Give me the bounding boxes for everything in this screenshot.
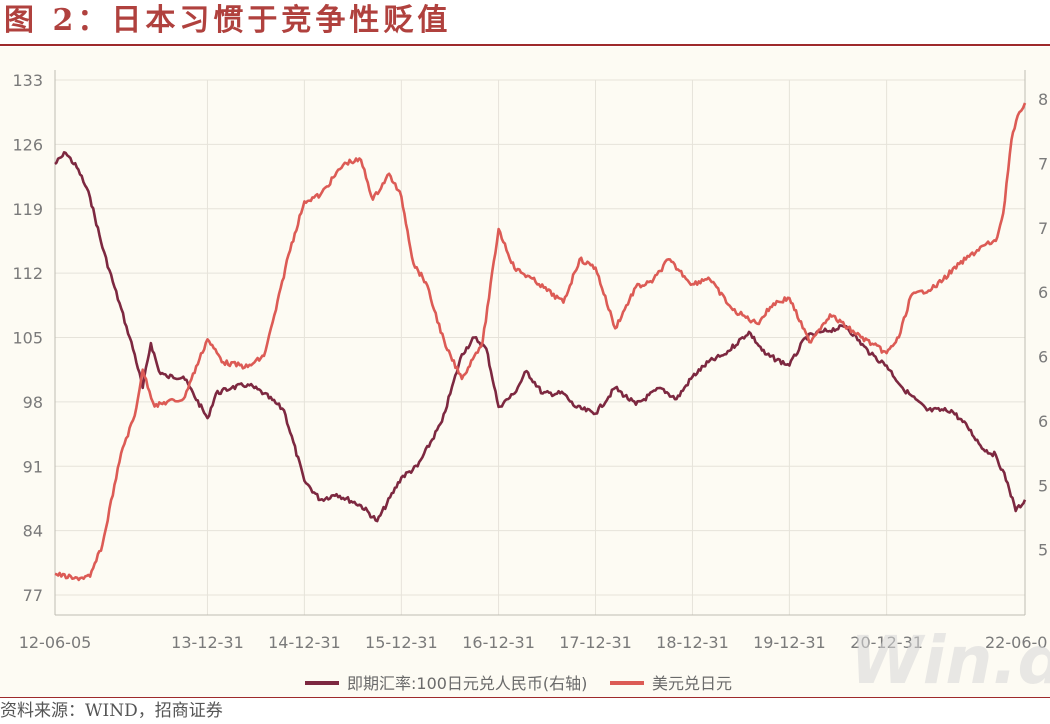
y-right-tick-label: 7 <box>1038 219 1048 238</box>
y-left-tick-label: 77 <box>23 586 43 605</box>
legend: 即期汇率:100日元兑人民币(右轴) 美元兑日元 <box>305 674 732 693</box>
y-right-tick-label: 6 <box>1038 283 1048 302</box>
y-right-tick-label: 7 <box>1038 154 1048 173</box>
y-right-tick-label: 5 <box>1038 476 1048 495</box>
x-tick-label: 20-12-31 <box>850 633 923 652</box>
y-left-tick-label: 133 <box>12 71 43 90</box>
series-line-jpy-cny <box>54 151 1027 523</box>
y-left-tick-label: 119 <box>12 200 43 219</box>
x-tick-label: 22-06-0 <box>985 633 1047 652</box>
y-right-tick-label: 6 <box>1038 348 1048 367</box>
series-lines <box>54 102 1027 582</box>
y-right-tick-label: 6 <box>1038 412 1048 431</box>
y-left-tick-label: 84 <box>23 522 43 541</box>
x-tick-label: 15-12-31 <box>365 633 438 652</box>
title-rule <box>0 44 1050 46</box>
x-tick-label: 14-12-31 <box>268 633 341 652</box>
x-tick-label: 17-12-31 <box>559 633 632 652</box>
watermark: Win.d <box>850 622 1050 699</box>
x-tick-label: 12-06-05 <box>19 633 92 652</box>
legend-label: 即期汇率:100日元兑人民币(右轴) <box>347 674 587 693</box>
y-right-tick-label: 8 <box>1038 90 1048 109</box>
legend-label: 美元兑日元 <box>652 674 732 693</box>
x-tick-label: 13-12-31 <box>171 633 244 652</box>
y-left-tick-label: 98 <box>23 393 43 412</box>
y-left-tick-label: 126 <box>12 135 43 154</box>
source-rule <box>0 697 1050 698</box>
source-note: 资料来源：WIND，招商证券 <box>0 701 223 721</box>
y-left-tick-label: 91 <box>23 457 43 476</box>
x-tick-label: 16-12-31 <box>462 633 535 652</box>
y-left-tick-label: 112 <box>12 264 43 283</box>
figure-title: 图 2：日本习惯于竞争性贬值 <box>4 3 452 38</box>
x-tick-label: 18-12-31 <box>656 633 729 652</box>
y-left-tick-label: 105 <box>12 329 43 348</box>
x-tick-label: 19-12-31 <box>753 633 826 652</box>
series-line-usd-jpy <box>54 102 1027 582</box>
y-right-tick-label: 5 <box>1038 541 1048 560</box>
